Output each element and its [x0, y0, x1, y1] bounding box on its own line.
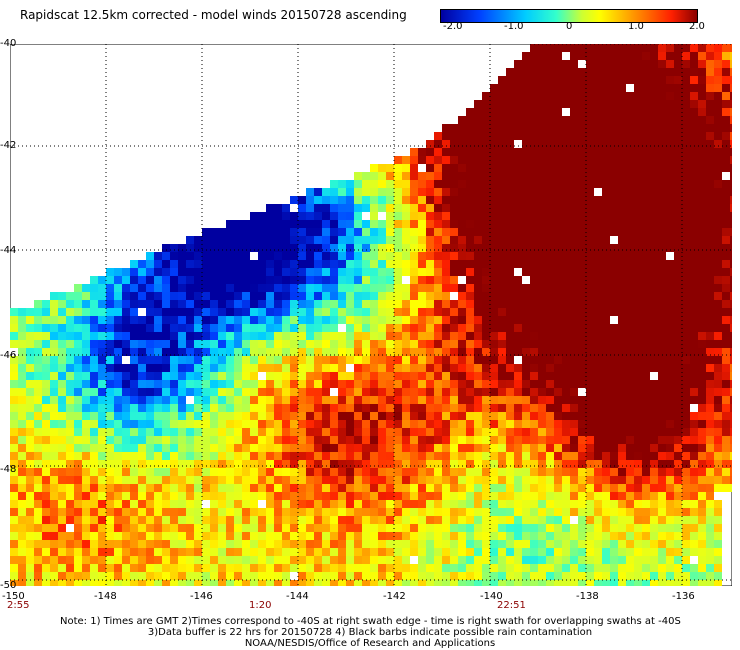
lat-label: -44 — [0, 245, 17, 256]
lat-label: -40 — [0, 38, 17, 49]
lon-label: -140 — [480, 591, 503, 602]
swath-time: 22:51 — [497, 600, 526, 611]
swath-time: 2:55 — [7, 600, 30, 611]
lon-label: -138 — [576, 591, 599, 602]
note-line-2: 3)Data buffer is 22 hrs for 20150728 4) … — [147, 627, 593, 638]
data-cells — [10, 44, 732, 586]
lat-label: -46 — [0, 350, 17, 361]
lon-label: -142 — [383, 591, 406, 602]
lat-label: -42 — [0, 140, 17, 151]
lon-label: -146 — [190, 591, 213, 602]
swath-time: 1:20 — [249, 600, 272, 611]
lat-label: -50 — [0, 580, 17, 591]
wind-difference-map — [10, 44, 732, 586]
lat-lon-grid — [10, 44, 732, 586]
colorbar-tick: -2.0 — [443, 21, 463, 32]
lon-label: -136 — [672, 591, 695, 602]
colorbar-tick: 2.0 — [689, 21, 705, 32]
lat-label: -48 — [0, 464, 17, 475]
lon-label: -148 — [94, 591, 117, 602]
colorbar — [440, 9, 698, 23]
lon-label: -144 — [286, 591, 309, 602]
map-title: Rapidscat 12.5km corrected - model winds… — [20, 8, 407, 22]
colorbar-tick: -1.0 — [504, 21, 524, 32]
colorbar-tick: 1.0 — [628, 21, 644, 32]
lon-label: -150 — [2, 591, 25, 602]
note-line-3: NOAA/NESDIS/Office of Research and Appli… — [244, 638, 496, 649]
note-line-1: Note: 1) Times are GMT 2)Times correspon… — [60, 616, 681, 627]
colorbar-tick: 0 — [566, 21, 573, 32]
